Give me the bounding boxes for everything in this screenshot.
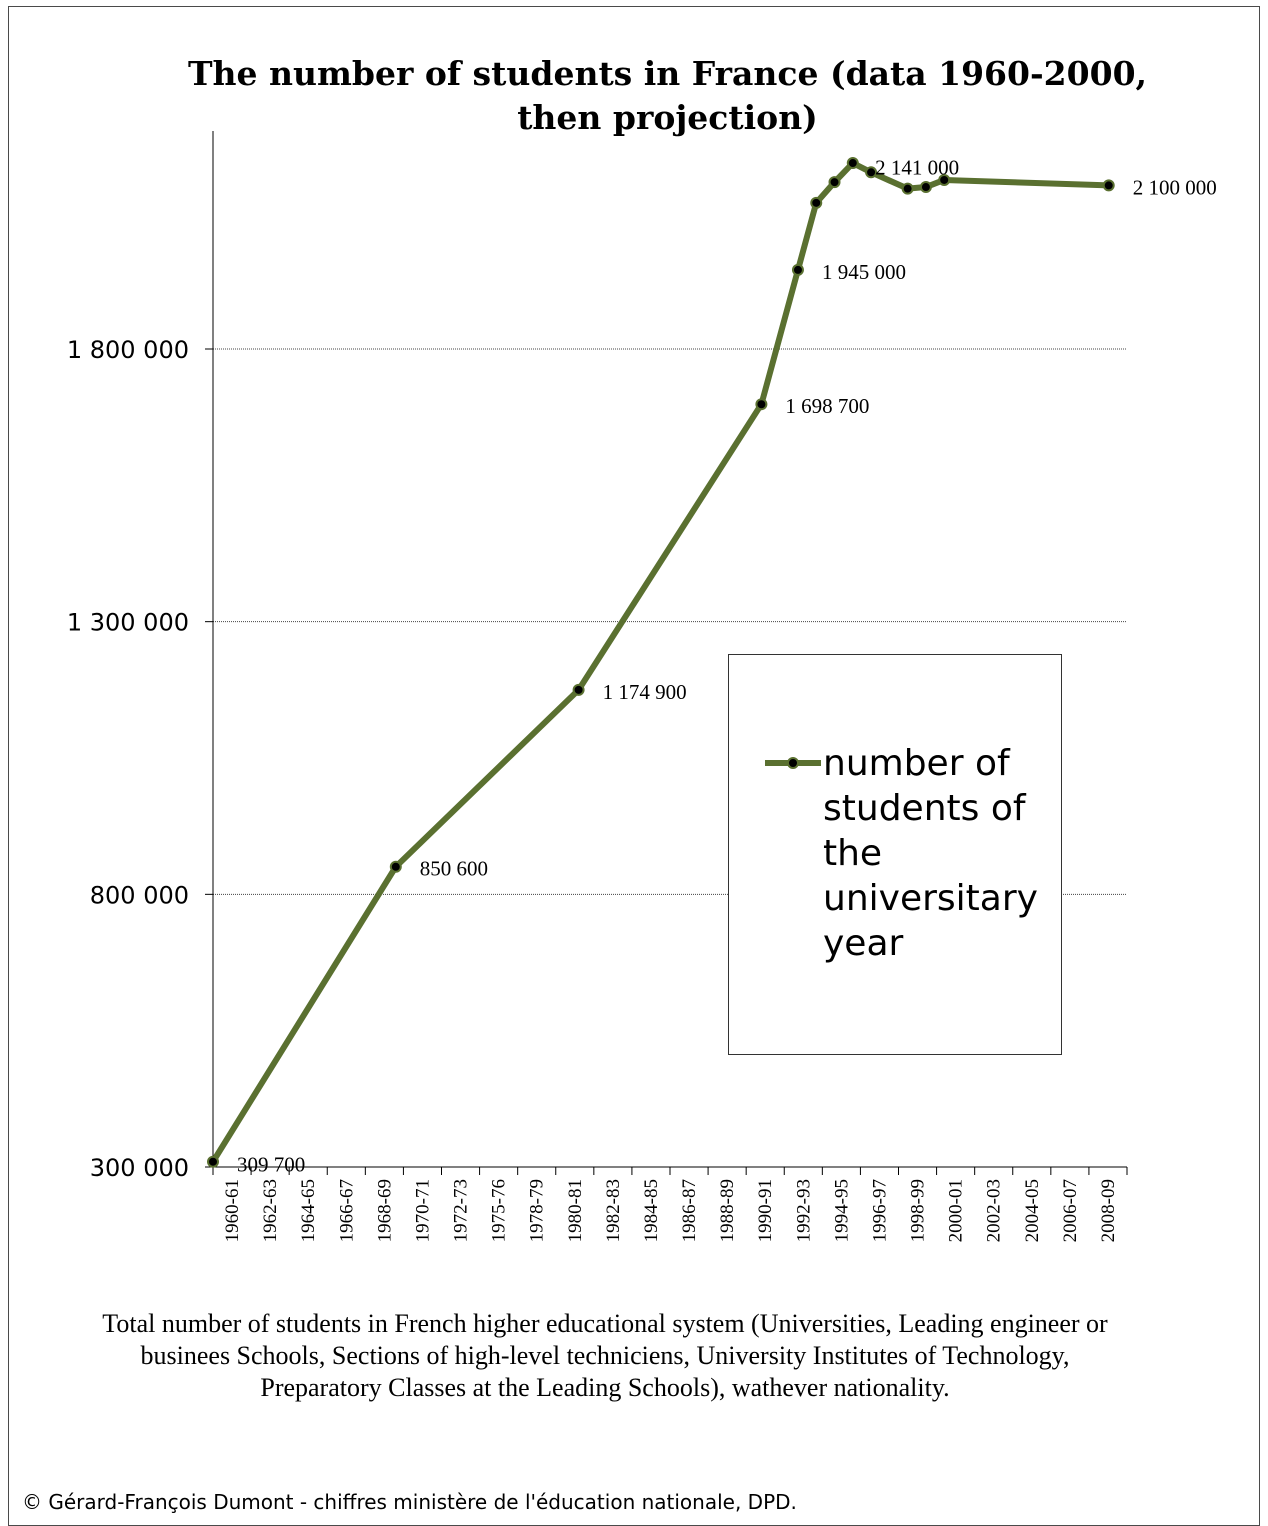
x-tick-label: 1996-97 (869, 1179, 890, 1242)
x-tick-label: 1990-91 (755, 1179, 776, 1242)
x-tick-label: 2000-01 (946, 1179, 967, 1242)
y-tick-label: 1 800 000 (67, 336, 189, 364)
x-tick-label: 2002-03 (984, 1179, 1005, 1242)
data-label: 1 174 900 (603, 680, 687, 704)
series-group (207, 157, 1115, 1168)
gridlines (213, 348, 1127, 895)
data-point (938, 173, 951, 186)
y-tick-label: 1 300 000 (67, 609, 189, 637)
legend-swatch (765, 757, 821, 769)
x-tick-label: 1998-99 (908, 1179, 929, 1242)
x-tick-label: 1964-65 (298, 1179, 319, 1242)
x-tick-label: 1972-73 (451, 1179, 472, 1242)
y-tick-labels: 300 000 800 000 1 300 000 1 800 000 (67, 336, 189, 1182)
chart-title: The number of students in France (data 1… (187, 54, 1148, 137)
data-point (1102, 179, 1115, 192)
chart-caption: Total number of students in French highe… (102, 1309, 1108, 1402)
x-tick-label: 2004-05 (1022, 1179, 1043, 1242)
x-tick-label: 1980-81 (565, 1179, 586, 1242)
legend-label: number of students of the universitary y… (823, 743, 1038, 964)
data-label: 1 945 000 (822, 260, 906, 284)
x-tick-label: 1975-76 (489, 1179, 510, 1242)
data-point (828, 176, 841, 189)
x-tick-label: 1970-71 (412, 1179, 433, 1242)
x-tick-label: 1994-95 (831, 1179, 852, 1242)
data-label: 309 700 (237, 1153, 305, 1177)
x-tick-labels: 1960-61 1962-63 1964-65 1966-67 1968-69 1970-… (222, 1179, 1119, 1242)
data-point (791, 263, 804, 276)
x-tick-label: 2006-07 (1060, 1179, 1081, 1242)
x-tick-label: 1984-85 (641, 1179, 662, 1242)
data-point (919, 181, 932, 194)
data-label: 850 600 (420, 857, 488, 881)
data-point (572, 683, 585, 696)
data-label: 1 698 700 (785, 394, 869, 418)
x-tick-label: 1988-89 (717, 1179, 738, 1242)
x-tick-label: 1992-93 (793, 1179, 814, 1242)
data-point (389, 860, 402, 873)
data-labels: 309 700 850 600 1 174 900 1 698 700 1 945 00… (237, 155, 1217, 1176)
x-tick-label: 1968-69 (374, 1179, 395, 1242)
axes (205, 131, 1128, 1175)
y-tick-label: 300 000 (90, 1154, 189, 1182)
legend-marker (787, 757, 799, 769)
y-tick-label: 800 000 (90, 881, 189, 909)
data-point (846, 157, 859, 170)
data-label: 2 100 000 (1133, 175, 1217, 199)
data-point (901, 182, 914, 195)
data-label: 2 141 000 (875, 155, 959, 179)
data-point (207, 1155, 219, 1168)
x-tick-label: 1966-67 (336, 1179, 357, 1242)
x-tick-label: 1986-87 (679, 1179, 700, 1242)
source-credit: © Gérard-François Dumont - chiffres mini… (22, 1490, 797, 1514)
x-tick-label: 2008-09 (1098, 1179, 1119, 1242)
data-point (865, 166, 878, 179)
x-tick-label: 1962-63 (260, 1179, 281, 1242)
x-tick-label: 1982-83 (603, 1179, 624, 1242)
data-point (755, 398, 768, 411)
legend: number of students of the universitary y… (728, 654, 1062, 1055)
x-tick-label: 1978-79 (527, 1179, 548, 1242)
x-tick-label: 1960-61 (222, 1179, 243, 1242)
data-point (810, 196, 823, 209)
